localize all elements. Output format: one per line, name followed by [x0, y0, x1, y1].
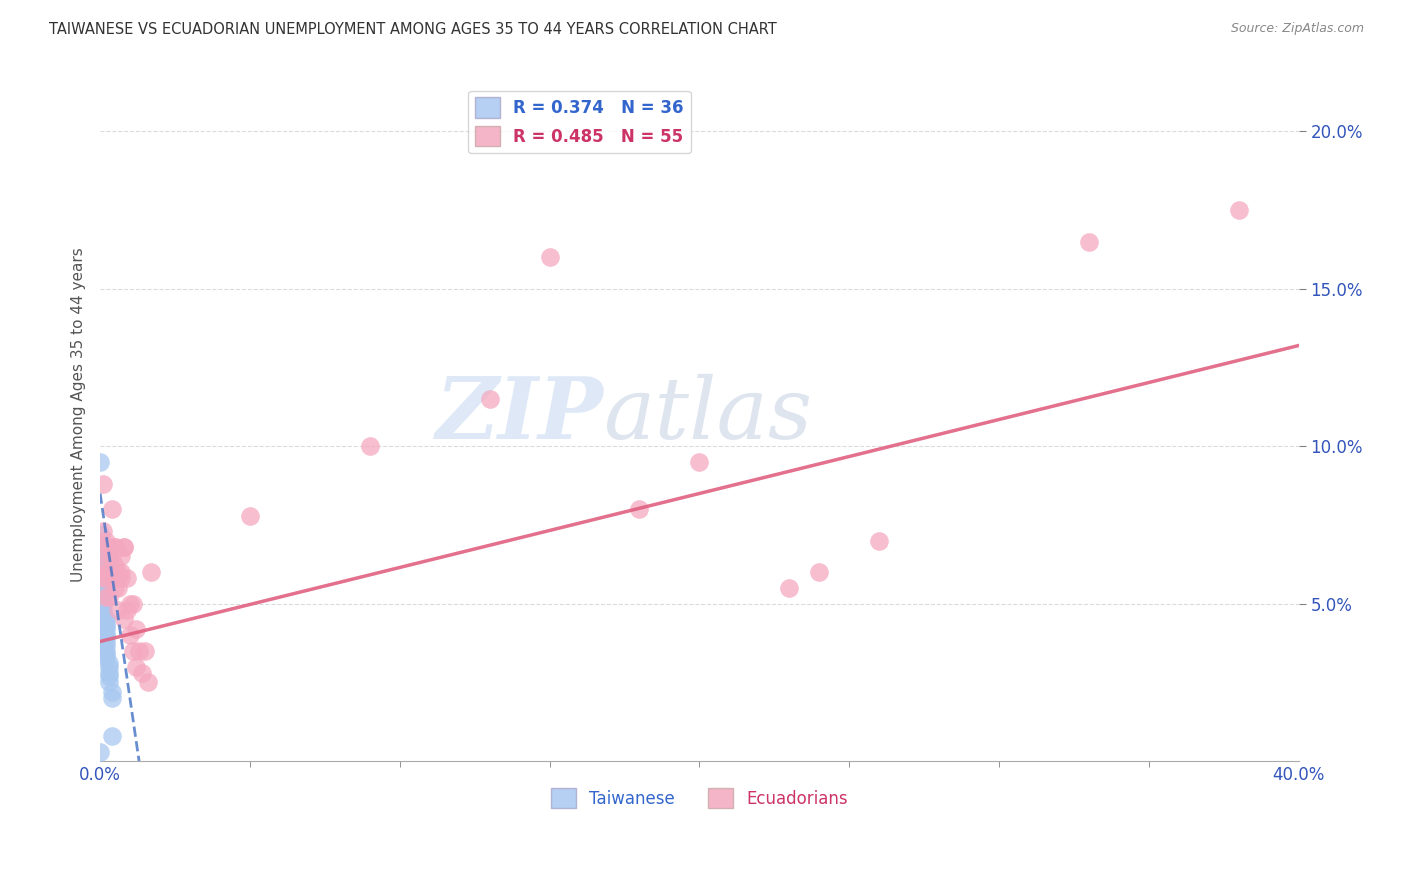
Point — [98, 665, 121, 680]
Point — [89, 455, 111, 469]
Point — [107, 581, 129, 595]
Point — [104, 540, 127, 554]
Point — [101, 502, 124, 516]
Point — [110, 565, 132, 579]
Point — [91, 609, 114, 624]
Point — [98, 659, 121, 673]
Point — [98, 657, 121, 671]
Point — [91, 558, 114, 573]
Point — [94, 612, 117, 626]
Point — [359, 439, 381, 453]
Point — [628, 502, 651, 516]
Point — [91, 549, 114, 564]
Point — [104, 540, 127, 554]
Point — [868, 533, 890, 548]
Legend: Taiwanese, Ecuadorians: Taiwanese, Ecuadorians — [544, 781, 855, 815]
Point — [120, 628, 142, 642]
Text: ZIP: ZIP — [436, 373, 603, 457]
Point — [104, 558, 127, 573]
Point — [115, 603, 138, 617]
Point — [122, 644, 145, 658]
Point — [91, 572, 114, 586]
Point — [94, 565, 117, 579]
Point — [110, 572, 132, 586]
Point — [94, 628, 117, 642]
Text: TAIWANESE VS ECUADORIAN UNEMPLOYMENT AMONG AGES 35 TO 44 YEARS CORRELATION CHART: TAIWANESE VS ECUADORIAN UNEMPLOYMENT AMO… — [49, 22, 778, 37]
Point — [101, 685, 124, 699]
Point — [104, 581, 127, 595]
Point — [91, 565, 114, 579]
Point — [94, 650, 117, 665]
Point — [91, 591, 114, 605]
Point — [94, 628, 117, 642]
Point — [94, 634, 117, 648]
Point — [122, 597, 145, 611]
Point — [136, 675, 159, 690]
Point — [107, 603, 129, 617]
Point — [778, 581, 800, 595]
Point — [125, 622, 148, 636]
Text: Source: ZipAtlas.com: Source: ZipAtlas.com — [1230, 22, 1364, 36]
Point — [94, 572, 117, 586]
Point — [98, 549, 121, 564]
Point — [139, 565, 162, 579]
Point — [91, 597, 114, 611]
Point — [101, 729, 124, 743]
Point — [98, 591, 121, 605]
Point — [91, 574, 114, 589]
Point — [538, 251, 561, 265]
Point — [94, 622, 117, 636]
Point — [101, 549, 124, 564]
Y-axis label: Unemployment Among Ages 35 to 44 years: Unemployment Among Ages 35 to 44 years — [72, 247, 86, 582]
Point — [107, 565, 129, 579]
Point — [94, 638, 117, 652]
Point — [107, 572, 129, 586]
Point — [101, 691, 124, 706]
Point — [112, 612, 135, 626]
Point — [94, 647, 117, 661]
Point — [91, 477, 114, 491]
Point — [98, 565, 121, 579]
Point — [478, 392, 501, 406]
Point — [1227, 203, 1250, 218]
Point — [98, 675, 121, 690]
Point — [688, 455, 710, 469]
Text: atlas: atlas — [603, 374, 813, 456]
Point — [89, 527, 111, 541]
Point — [134, 644, 156, 658]
Point — [89, 540, 111, 554]
Point — [91, 587, 114, 601]
Point — [91, 606, 114, 620]
Point — [115, 572, 138, 586]
Point — [91, 581, 114, 595]
Point — [125, 659, 148, 673]
Point — [808, 565, 831, 579]
Point — [131, 665, 153, 680]
Point — [94, 533, 117, 548]
Point — [91, 603, 114, 617]
Point — [91, 597, 114, 611]
Point — [94, 615, 117, 630]
Point — [89, 540, 111, 554]
Point — [112, 540, 135, 554]
Point — [112, 540, 135, 554]
Point — [91, 572, 114, 586]
Point — [91, 524, 114, 539]
Point — [94, 591, 117, 605]
Point — [98, 540, 121, 554]
Point — [128, 644, 150, 658]
Point — [110, 549, 132, 564]
Point — [101, 572, 124, 586]
Point — [94, 618, 117, 632]
Point — [98, 669, 121, 683]
Point — [94, 644, 117, 658]
Point — [120, 597, 142, 611]
Point — [89, 745, 111, 759]
Point — [239, 508, 262, 523]
Point — [1077, 235, 1099, 249]
Point — [91, 556, 114, 570]
Point — [104, 565, 127, 579]
